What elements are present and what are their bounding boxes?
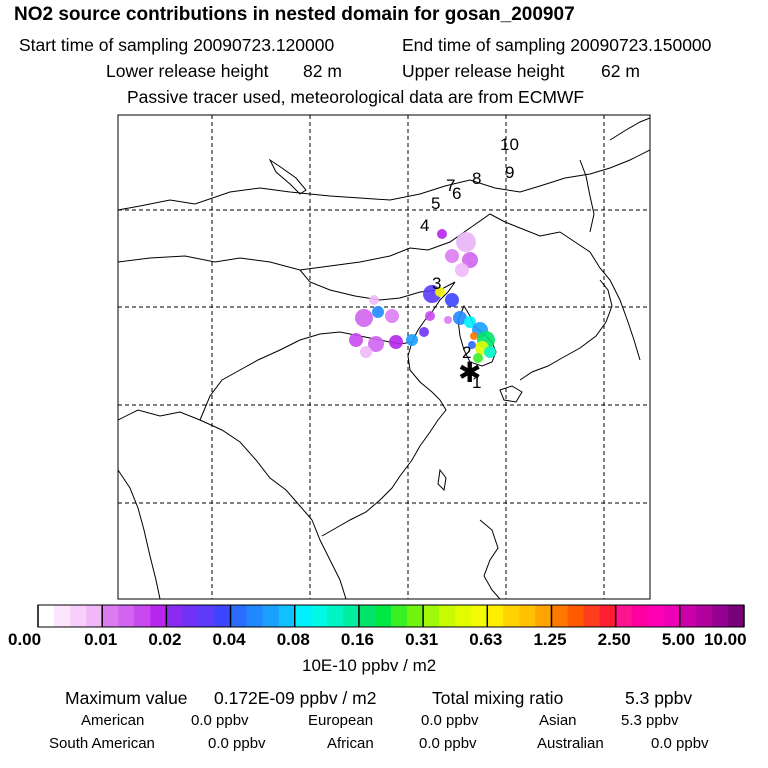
lower-release-value: 82 m [303,61,342,81]
region-value: 0.0 ppbv [419,735,477,752]
border-southwest [118,409,313,521]
concentration-cell [470,332,478,340]
coastline-japan [519,279,613,381]
coastline-taiwan [437,468,447,492]
concentration-cell [444,316,452,324]
end-time-label: End time of sampling 20090723.150000 [402,35,712,55]
region-value: 0.0 ppbv [208,735,266,752]
concentration-cell [453,311,467,325]
concentration-cell [368,336,384,352]
region-value: 5.3 ppbv [621,712,679,729]
region-value: 0.0 ppbv [421,712,479,729]
trajectory-marker: 6 [452,184,461,203]
trajectory-marker: 4 [420,216,429,235]
colorbar-tick-label: 5.00 [661,630,695,649]
map-border [117,114,651,600]
coastline-east [559,231,641,361]
trajectory-marker: 10 [500,135,519,154]
region-name: European [308,712,374,729]
colorbar-tick-label: 0.31 [405,630,439,649]
concentration-cell [445,293,459,307]
colorbar-tick-label: 0.02 [148,630,182,649]
concentration-cell [355,309,373,327]
concentration-cell [437,229,447,239]
max-value: 0.172E-09 ppbv / m2 [214,688,377,708]
graticule [118,115,650,599]
coastline-india [118,469,161,599]
concentration-cell [455,263,469,277]
trajectory-marker: 2 [462,343,471,362]
tracer-note: Passive tracer used, meteorological data… [127,87,585,107]
coastline-sakhalin [579,159,595,233]
trajectory-marker: 1 [472,373,481,392]
concentration-cell [369,295,379,305]
trajectory-marker: 9 [505,163,514,182]
region-name: Australian [537,735,604,752]
region-value: 0.0 ppbv [191,712,249,729]
colorbar-unit: 10E-10 ppbv / m2 [302,656,437,675]
colorbar-tick-label: 0.00 [8,630,42,649]
coastline-japan-south [499,385,523,403]
trajectory-marker: 5 [431,194,440,213]
coastline-arctic [118,149,650,211]
colorbar-tick-label: 0.01 [84,630,118,649]
concentration-cell [389,335,403,349]
total-mixing-value: 5.3 ppbv [625,688,693,708]
trajectory-marker: 3 [432,274,441,293]
upper-release-label: Upper release height [402,61,565,81]
coastline-indochina [311,519,347,599]
coastline-kamchatka [609,117,650,141]
concentration-cell [349,333,363,347]
region-name: South American [49,735,155,752]
concentration-cell [372,306,384,318]
region-name: African [327,735,374,752]
region-value: 0.0 ppbv [651,735,709,752]
concentration-cell [406,334,418,346]
border-north [118,213,561,271]
trajectory-marker: 8 [472,169,481,188]
colorbar-tick-label: 0.08 [276,630,310,649]
region-name: American [81,712,145,729]
concentration-cell [468,341,476,349]
lake-baikal [268,158,307,195]
region-name: Asian [539,712,577,729]
concentration-cell [473,353,483,363]
chart-title: NO2 source contributions in nested domai… [14,4,575,25]
concentration-cell [435,287,445,297]
max-value-label: Maximum value [65,688,188,708]
trajectory-marker: 7 [446,176,455,195]
colorbar-tick-label: 0.16 [340,630,374,649]
total-mixing-label: Total mixing ratio [432,688,564,708]
colorbar-tick-label: 2.50 [597,630,631,649]
concentration-cell [445,249,459,263]
colorbar-tick-label: 1.25 [533,630,567,649]
start-time-label: Start time of sampling 20090723.120000 [19,35,335,55]
concentration-cell [385,309,399,323]
concentration-cell [462,252,478,268]
concentration-cell [360,346,372,358]
concentration-cell [464,316,476,328]
lower-release-label: Lower release height [106,61,269,81]
concentration-field [349,229,496,363]
colorbar-tick-label: 10.00 [704,630,747,649]
upper-release-value: 62 m [601,61,640,81]
colorbar-tick-label: 0.04 [212,630,246,649]
receptor-star: ✱ [458,356,481,389]
coastline-philippines [479,519,501,599]
concentration-cell [425,311,435,321]
concentration-cell [484,346,496,358]
colorbar-tick-label: 0.63 [469,630,503,649]
concentration-cell [419,327,429,337]
concentration-cell [456,232,476,252]
